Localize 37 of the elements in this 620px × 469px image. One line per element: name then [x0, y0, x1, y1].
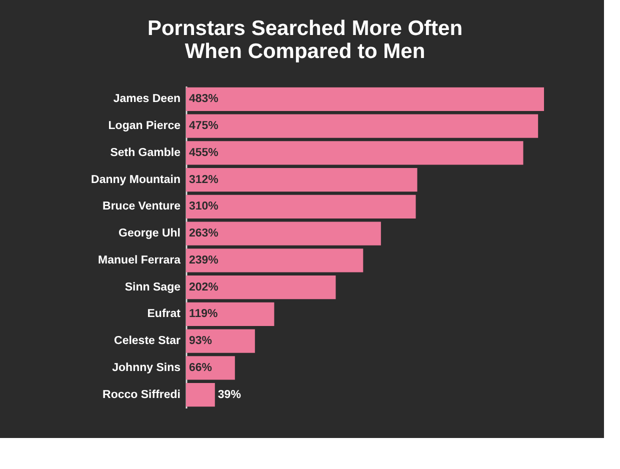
data-label: 93% [189, 335, 212, 348]
data-label: 119% [189, 308, 218, 320]
y-tick-label: Seth Gamble [110, 146, 180, 159]
bar [186, 248, 364, 272]
y-tick-label: George Uhl [118, 228, 180, 240]
y-tick-label: Eufrat [147, 308, 181, 320]
y-tick-label: James Deen [113, 93, 180, 106]
data-label: 263% [189, 228, 218, 240]
bar [186, 87, 544, 111]
data-label: 202% [189, 281, 218, 294]
bar [186, 275, 336, 300]
data-label: 483% [189, 93, 218, 106]
y-tick-label: Logan Pierce [108, 120, 180, 132]
y-tick-label: Celeste Star [114, 335, 182, 348]
bar [186, 383, 215, 407]
bar [186, 329, 255, 353]
data-label: 310% [189, 200, 218, 213]
data-label: 39% [218, 388, 241, 401]
data-label: 66% [189, 362, 212, 374]
data-label: 312% [189, 174, 218, 186]
bar [186, 356, 235, 380]
bar [186, 302, 274, 326]
chart-title: Pornstars Searched More Often When Compared to Men [147, 17, 463, 63]
bar [186, 222, 381, 246]
y-tick-label: Bruce Venture [102, 200, 180, 213]
y-tick-label: Rocco Siffredi [102, 388, 180, 401]
y-tick-label: Manuel Ferrara [98, 254, 182, 266]
bar [186, 194, 416, 219]
data-label: 475% [189, 120, 218, 132]
y-tick-label: Johnny Sins [112, 362, 180, 374]
bar [186, 141, 524, 165]
data-label: 455% [189, 146, 218, 159]
bar [186, 114, 538, 138]
y-tick-label: Danny Mountain [91, 174, 180, 186]
y-tick-label: Sinn Sage [124, 281, 180, 294]
bar [186, 168, 418, 192]
data-label: 239% [189, 254, 218, 266]
